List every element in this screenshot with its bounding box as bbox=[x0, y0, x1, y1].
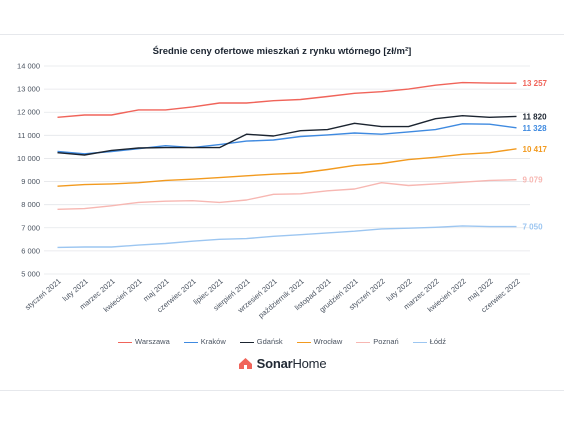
end-value-label: 11 328 bbox=[523, 124, 548, 133]
legend-entry: Wrocław bbox=[296, 337, 343, 346]
legend-label: Gdańsk bbox=[256, 337, 283, 346]
legend-swatch bbox=[118, 341, 133, 343]
legend-swatch bbox=[412, 341, 427, 343]
end-labels: 13 257 11 328 11 820 10 417 9 079 7 050 bbox=[523, 79, 548, 231]
y-tick-label: 6 000 bbox=[21, 246, 40, 255]
series-line-poznań bbox=[57, 179, 517, 210]
y-tick-label: 12 000 bbox=[17, 108, 40, 117]
legend-entry: Kraków bbox=[183, 337, 226, 346]
y-tick-label: 9 000 bbox=[21, 177, 40, 186]
brand-logo: SonarHome bbox=[0, 356, 564, 375]
series-line-łódź bbox=[57, 225, 517, 249]
brand-name-bold: Sonar bbox=[256, 356, 293, 371]
grid bbox=[44, 65, 530, 275]
end-value-label: 11 820 bbox=[523, 112, 548, 121]
series-lines bbox=[57, 81, 517, 249]
y-tick-label: 14 000 bbox=[17, 62, 40, 71]
legend-swatch bbox=[296, 341, 311, 343]
series-line-wrocław bbox=[57, 148, 517, 187]
legend-swatch bbox=[356, 341, 371, 343]
y-tick-label: 13 000 bbox=[17, 85, 40, 94]
legend-entry: Poznań bbox=[356, 337, 399, 346]
brand-name: SonarHome bbox=[257, 356, 327, 371]
series-line-kraków bbox=[57, 123, 517, 155]
legend-label: Kraków bbox=[200, 337, 226, 346]
legend-label: Łódź bbox=[429, 337, 446, 346]
legend-label: Wrocław bbox=[313, 337, 343, 346]
series-line-gdańsk bbox=[57, 114, 517, 156]
end-value-label: 13 257 bbox=[523, 79, 548, 88]
y-tick-label: 5 000 bbox=[21, 270, 40, 279]
end-value-label: 10 417 bbox=[523, 145, 548, 154]
brand-name-thin: Home bbox=[292, 356, 327, 371]
legend-swatch bbox=[239, 341, 254, 343]
end-value-label: 7 050 bbox=[523, 223, 544, 232]
series-line-warszawa bbox=[57, 81, 517, 118]
y-axis: 5 000 6 000 7 000 8 000 9 000 10 000 11 000 12 … bbox=[17, 62, 40, 279]
legend-label: Poznań bbox=[373, 337, 399, 346]
y-tick-label: 11 000 bbox=[18, 131, 40, 140]
legend-label: Warszawa bbox=[135, 337, 170, 346]
legend-entry: Gdańsk bbox=[239, 337, 283, 346]
end-value-label: 9 079 bbox=[523, 176, 544, 185]
legend-entry: Warszawa bbox=[118, 337, 170, 346]
house-logo-icon bbox=[238, 358, 252, 369]
chart-title: Średnie ceny ofertowe mieszkań z rynku w… bbox=[152, 46, 412, 57]
legend-entry: Łódź bbox=[412, 337, 446, 346]
chart-panel bbox=[0, 34, 564, 391]
x-tick-label: styczeń 2021 bbox=[23, 277, 63, 312]
y-tick-label: 7 000 bbox=[21, 223, 40, 232]
legend-swatch bbox=[183, 341, 198, 343]
y-tick-label: 8 000 bbox=[21, 200, 40, 209]
y-tick-label: 10 000 bbox=[17, 154, 40, 163]
legend: Warszawa Kraków Gdańsk Wrocław Poznań Łódź bbox=[0, 337, 564, 346]
